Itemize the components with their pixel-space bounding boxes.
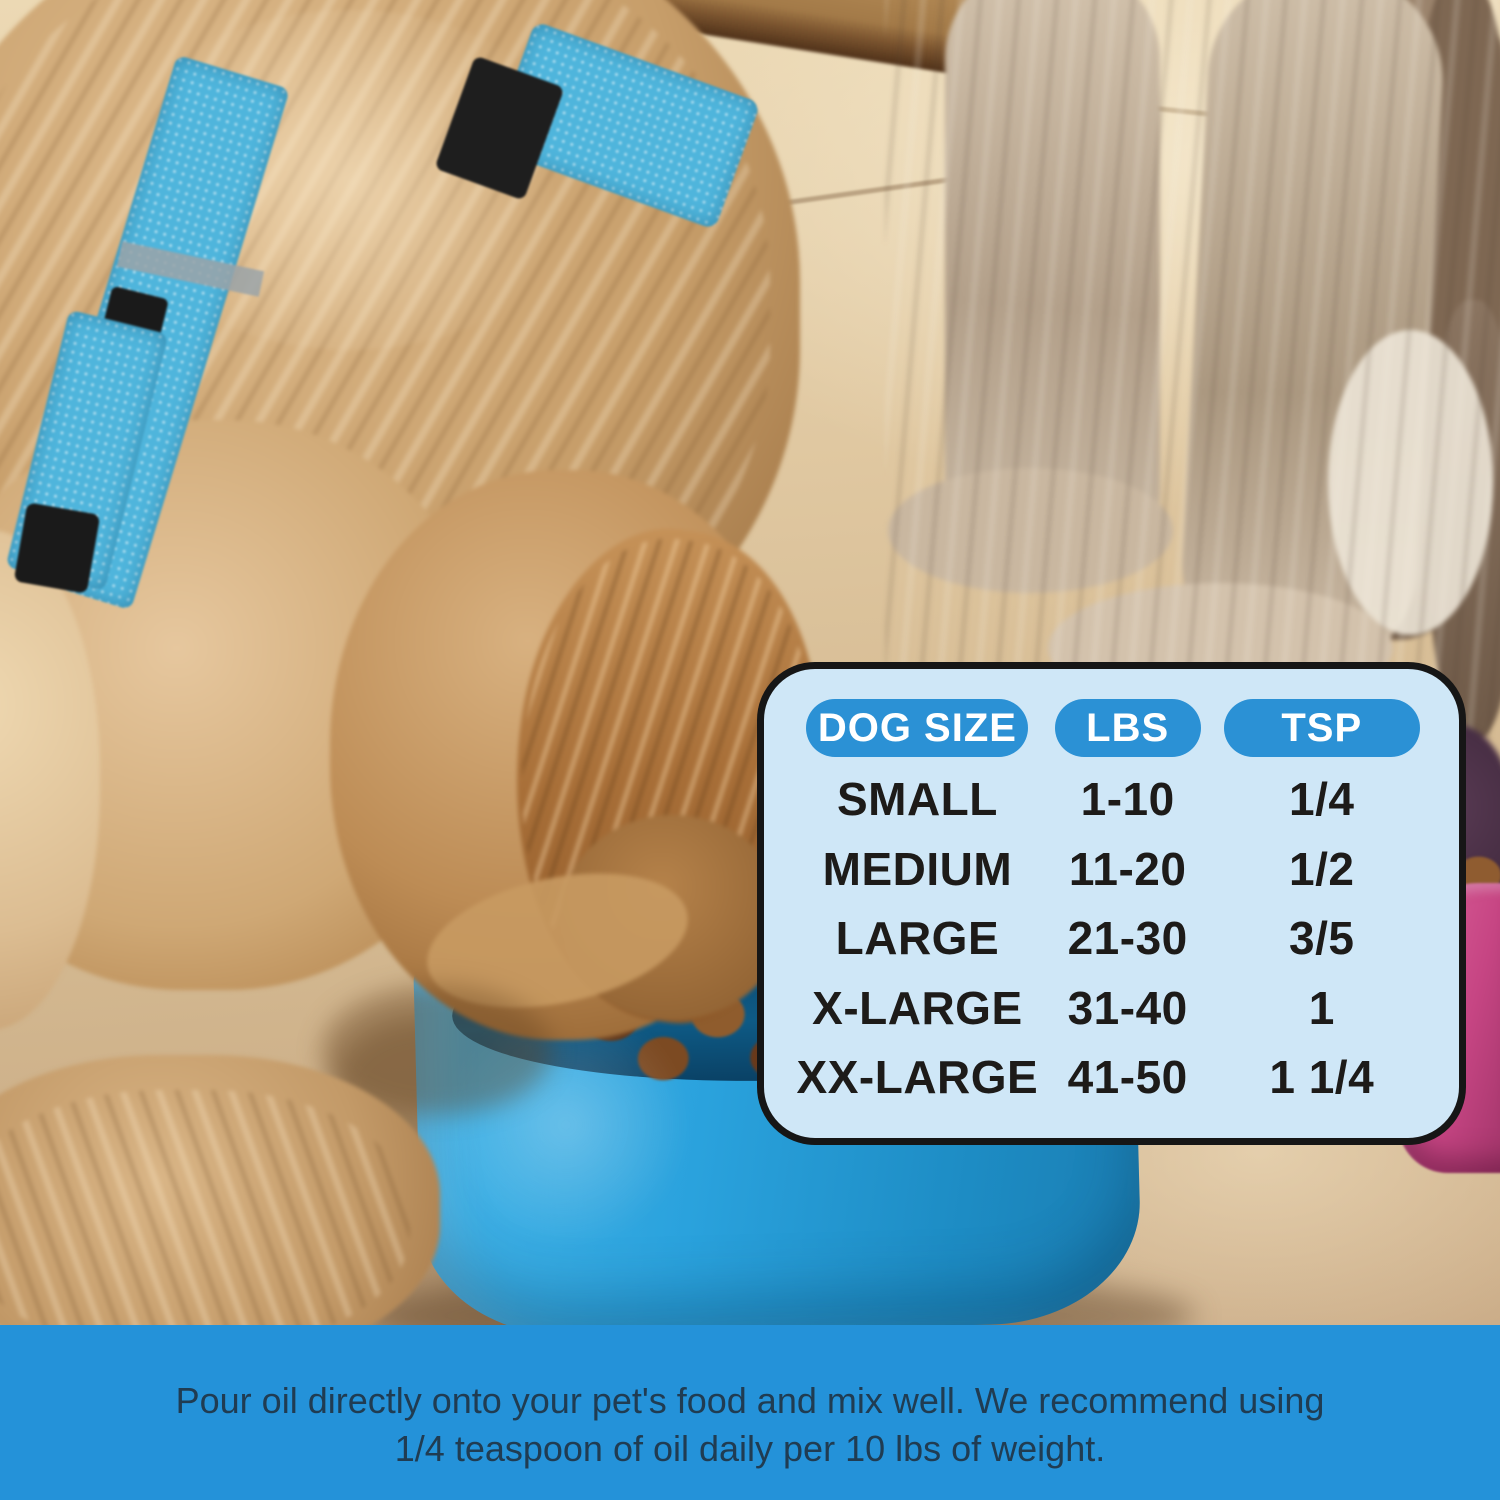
table-row: LARGE 21-30 3/5 <box>788 911 1435 965</box>
lbs-value: 11-20 <box>1068 842 1187 895</box>
table-row: SMALL 1-10 1/4 <box>788 772 1435 826</box>
instructions-line-2: 1/4 teaspoon of oil daily per 10 lbs of … <box>394 1428 1106 1469</box>
lbs-value: 31-40 <box>1067 981 1188 1034</box>
harness-buckle <box>13 502 101 594</box>
tsp-value: 1 <box>1308 981 1335 1034</box>
column-header-tsp: TSP <box>1209 699 1435 757</box>
tan-dog-paw-texture <box>0 1090 410 1350</box>
table-row: XX-LARGE 41-50 1 1/4 <box>788 1050 1435 1104</box>
dosage-table-header-row: DOG SIZE LBS TSP <box>788 699 1435 757</box>
tan-dog-front-paw <box>0 1055 440 1365</box>
dog-size-value: X-LARGE <box>812 981 1023 1034</box>
tsp-header-pill: TSP <box>1223 699 1420 757</box>
blue-bowl-highlight <box>436 1005 696 1245</box>
tsp-value: 3/5 <box>1289 912 1355 965</box>
dog-size-value: LARGE <box>835 912 1000 965</box>
dog-size-value: XX-LARGE <box>796 1050 1039 1103</box>
tsp-value: 1/2 <box>1289 842 1355 895</box>
grey-dog-fur-texture <box>885 0 1500 740</box>
table-row: MEDIUM 11-20 1/2 <box>788 842 1435 896</box>
tsp-value: 1 1/4 <box>1269 1050 1375 1103</box>
table-row: X-LARGE 31-40 1 <box>788 981 1435 1035</box>
instructions-line-1: Pour oil directly onto your pet's food a… <box>175 1380 1325 1421</box>
grey-dog-white-patch <box>1328 330 1493 635</box>
instructions-bar: Pour oil directly onto your pet's food a… <box>0 1325 1500 1500</box>
column-header-dog-size: DOG SIZE <box>788 699 1047 757</box>
lbs-value: 1-10 <box>1080 773 1175 826</box>
dosage-table-card: DOG SIZE LBS TSP SMALL 1-10 1/4 MEDIUM 1… <box>757 662 1466 1145</box>
dog-size-header-pill: DOG SIZE <box>806 699 1029 757</box>
lbs-value: 21-30 <box>1067 912 1188 965</box>
tsp-value: 1/4 <box>1289 773 1355 826</box>
dog-size-value: SMALL <box>836 773 998 826</box>
grey-dog-paw <box>888 468 1173 593</box>
lbs-header-pill: LBS <box>1054 699 1201 757</box>
column-header-lbs: LBS <box>1047 699 1209 757</box>
lbs-value: 41-50 <box>1067 1050 1188 1103</box>
dog-size-value: MEDIUM <box>822 842 1013 895</box>
